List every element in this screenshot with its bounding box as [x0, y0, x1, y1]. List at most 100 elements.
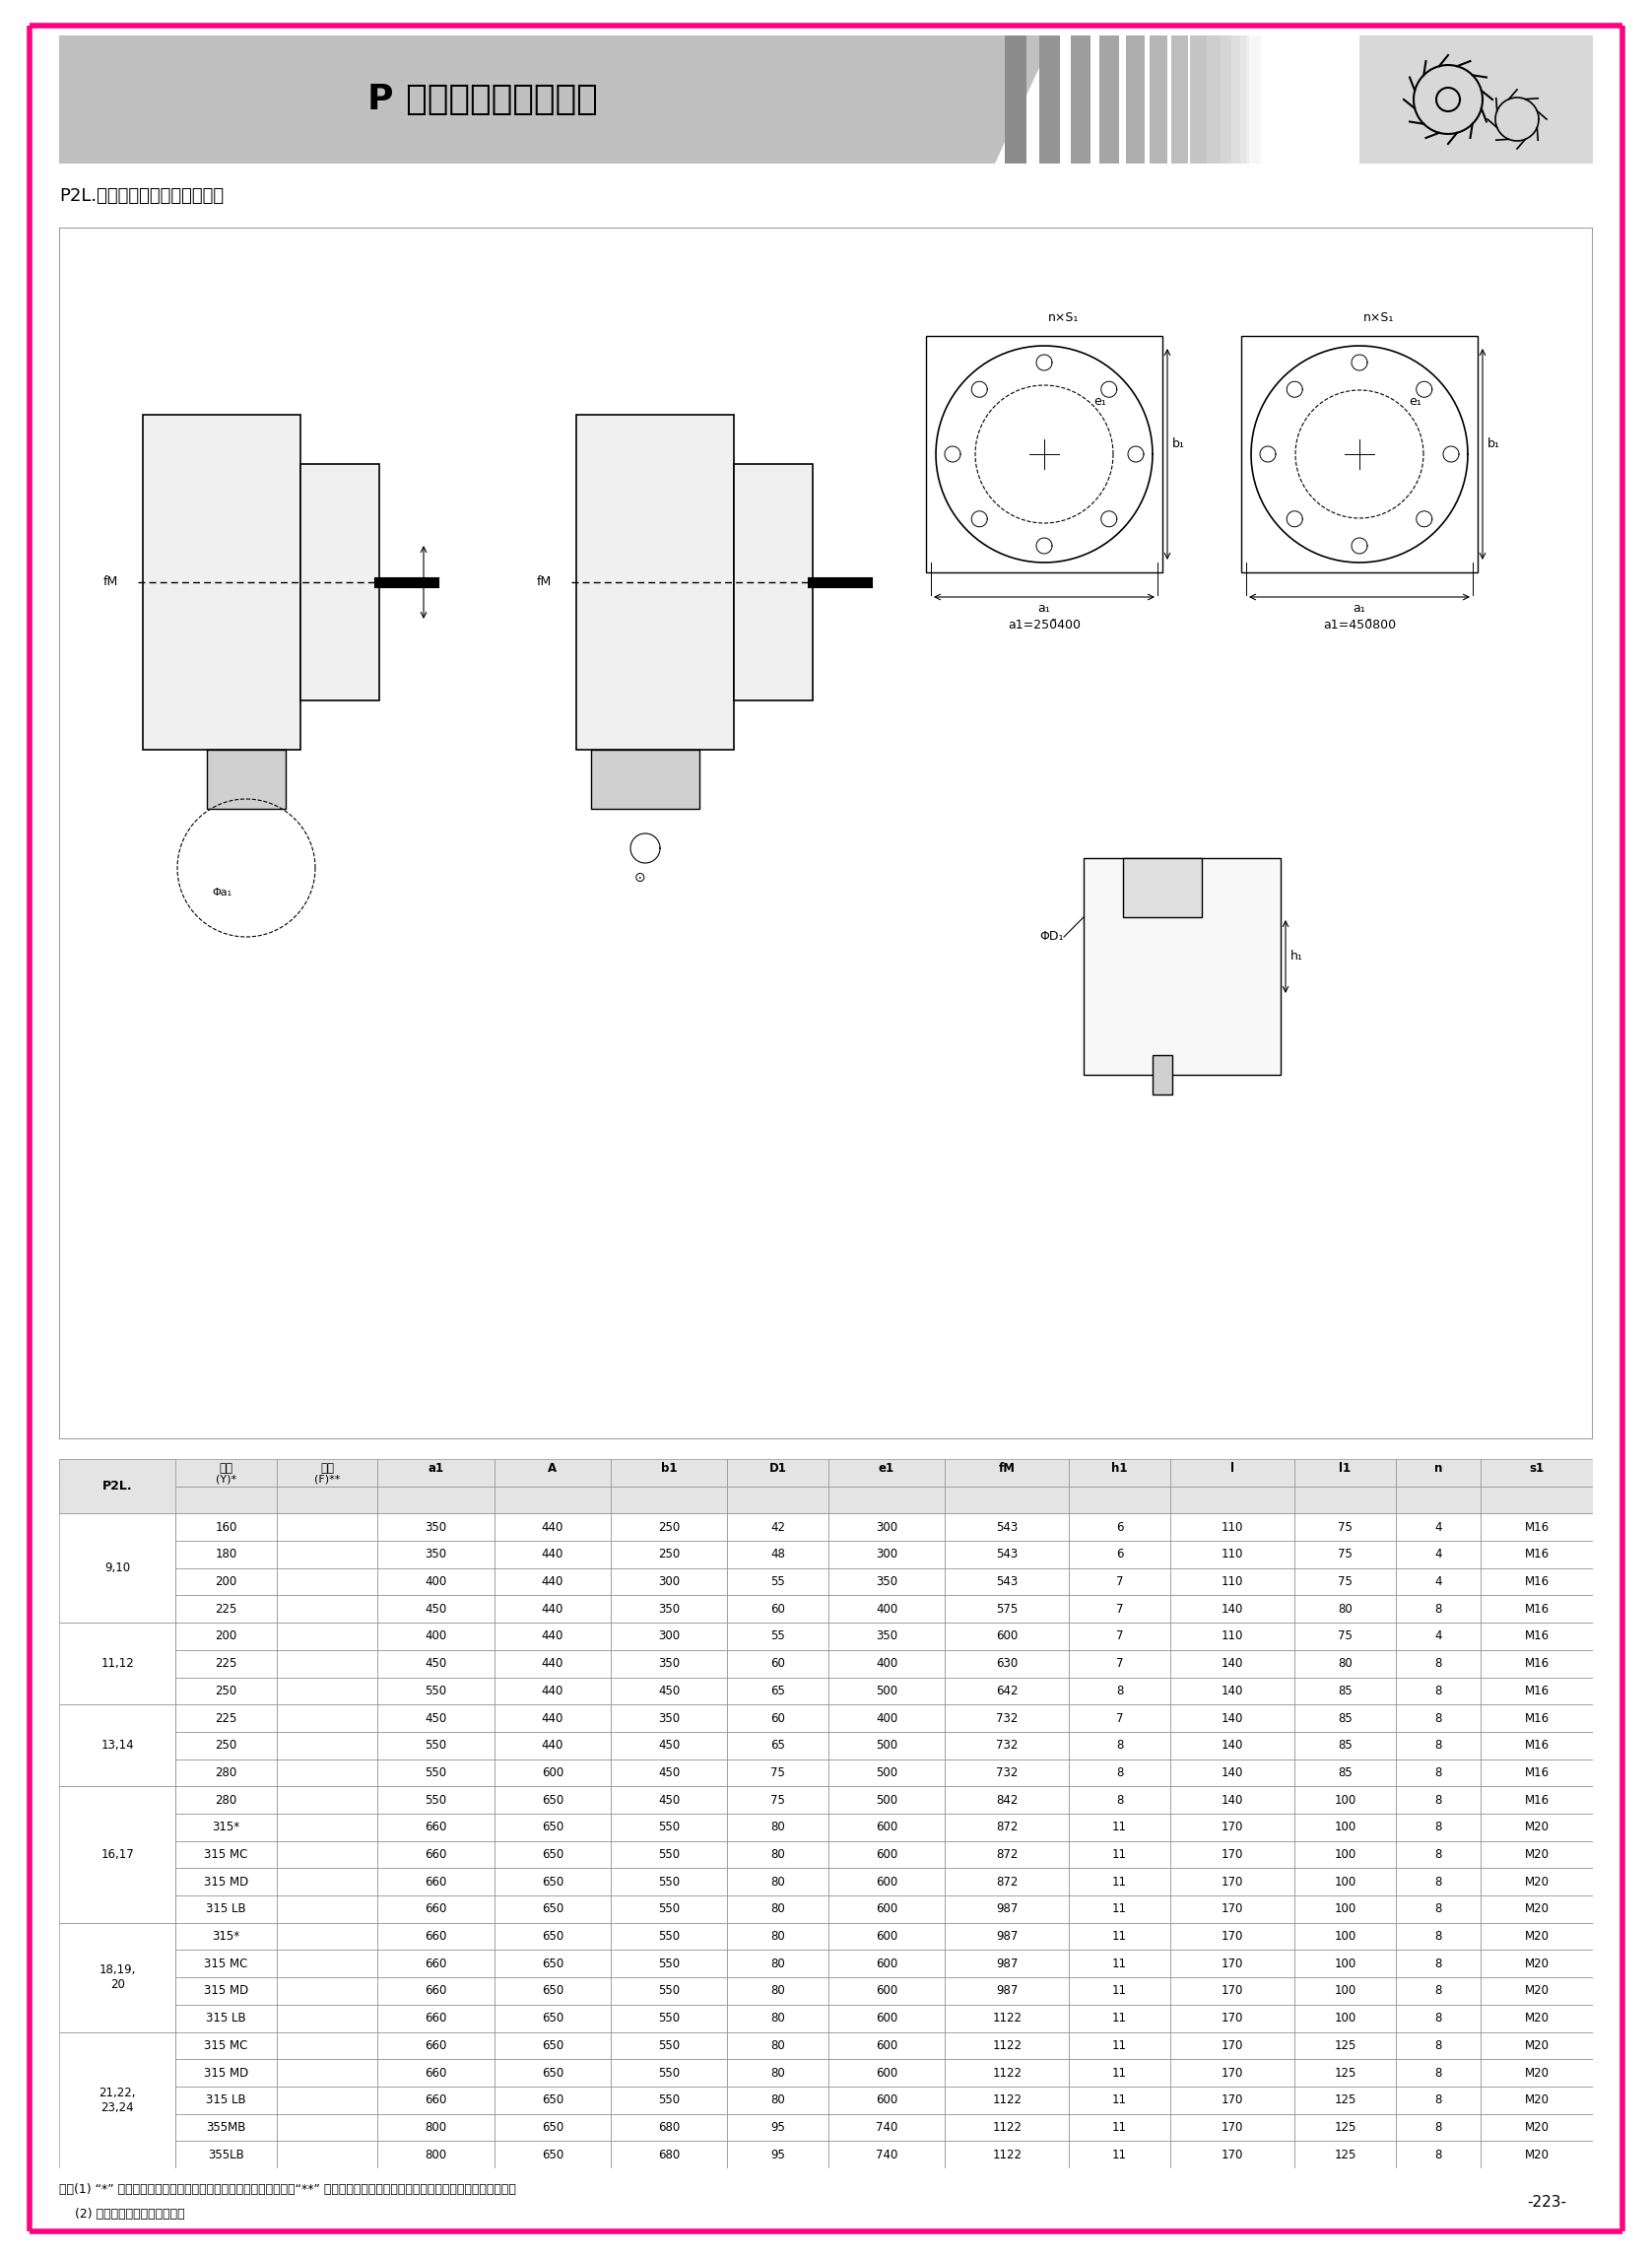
Text: 650: 650 [542, 1794, 563, 1806]
Text: e₁: e₁ [1409, 395, 1421, 409]
Text: b₁: b₁ [1173, 438, 1184, 451]
Bar [1069, 2085, 1170, 2115]
Bar [1191, 36, 1206, 163]
Bar [175, 1458, 276, 1487]
Bar [1480, 2115, 1593, 2142]
Text: 100: 100 [1335, 2011, 1356, 2025]
Bar [1396, 1514, 1480, 1542]
Bar [1170, 1977, 1295, 2004]
Bar [828, 1923, 945, 1950]
Bar [1170, 1623, 1295, 1650]
Text: 100: 100 [1335, 1794, 1356, 1806]
Text: 95: 95 [770, 2122, 785, 2133]
Bar [945, 2058, 1069, 2085]
Text: A: A [548, 1463, 557, 1476]
Bar [59, 1514, 175, 1623]
Bar [945, 1896, 1069, 1923]
Bar [1295, 1569, 1396, 1596]
Bar [1069, 2115, 1170, 2142]
Text: 650: 650 [542, 2011, 563, 2025]
Text: 42: 42 [770, 1521, 785, 1533]
Bar [59, 1458, 175, 1514]
Text: 660: 660 [425, 1930, 448, 1943]
Bar [1123, 858, 1201, 916]
Bar [59, 2115, 175, 2142]
Text: 140: 140 [1221, 1740, 1244, 1751]
Text: 170: 170 [1221, 2011, 1244, 2025]
Bar [276, 1815, 378, 1842]
Text: 300: 300 [876, 1521, 897, 1533]
Bar [1170, 1542, 1295, 1569]
Text: P2L.: P2L. [102, 1481, 132, 1492]
Text: 732: 732 [996, 1711, 1018, 1724]
Bar [1069, 1514, 1170, 1542]
Text: ⊙: ⊙ [634, 871, 646, 885]
Bar [59, 1950, 175, 1977]
Bar [1069, 1596, 1170, 1623]
Bar [1170, 1650, 1295, 1677]
Bar [494, 1869, 611, 1896]
Bar [1170, 1842, 1295, 1869]
Text: fM: fM [537, 576, 552, 589]
Bar [494, 1542, 611, 1569]
Text: 140: 140 [1221, 1794, 1244, 1806]
Text: 660: 660 [425, 1876, 448, 1889]
Bar [1171, 36, 1188, 163]
Bar [59, 1731, 175, 1758]
Text: 987: 987 [996, 1984, 1018, 1997]
Bar [1069, 1458, 1170, 1487]
Text: 650: 650 [542, 1957, 563, 1970]
Bar [611, 1458, 727, 1487]
Text: M16: M16 [1525, 1548, 1550, 1562]
Bar [945, 2031, 1069, 2058]
Bar [1295, 2058, 1396, 2085]
Text: 315 MD: 315 MD [203, 1984, 248, 1997]
Bar [1480, 1977, 1593, 2004]
Text: 100: 100 [1335, 1930, 1356, 1943]
Bar [945, 1514, 1069, 1542]
Bar [175, 1842, 276, 1869]
Bar [727, 2115, 828, 2142]
Bar [828, 1487, 945, 1514]
Bar [1127, 36, 1145, 163]
Text: 440: 440 [542, 1521, 563, 1533]
Bar [577, 415, 733, 749]
Bar [1480, 1596, 1593, 1623]
Bar [1170, 1785, 1295, 1815]
Text: 80: 80 [770, 2094, 785, 2106]
Bar [611, 1977, 727, 2004]
Bar [59, 1458, 175, 1487]
Text: 650: 650 [542, 1848, 563, 1862]
Text: 400: 400 [425, 1630, 448, 1643]
Bar [828, 1487, 945, 1514]
Bar [378, 1487, 494, 1514]
Text: 315 MC: 315 MC [205, 1848, 248, 1862]
Bar [494, 1458, 611, 1487]
Text: 550: 550 [425, 1684, 446, 1697]
Bar [828, 1569, 945, 1596]
Bar [611, 1569, 727, 1596]
Text: 170: 170 [1221, 1903, 1244, 1916]
Bar [611, 1758, 727, 1785]
Bar [828, 1542, 945, 1569]
Text: P 系列行星齒輪減速器: P 系列行星齒輪減速器 [367, 84, 598, 117]
Text: 11: 11 [1112, 1930, 1127, 1943]
Bar [945, 2004, 1069, 2031]
Bar [727, 1569, 828, 1596]
Text: 13,14: 13,14 [101, 1740, 134, 1751]
Text: 4: 4 [1434, 1630, 1442, 1643]
Bar [175, 1923, 276, 1950]
Bar [494, 1487, 611, 1514]
Bar [276, 1542, 378, 1569]
Bar [611, 1785, 727, 1815]
Bar [828, 1596, 945, 1623]
Bar [59, 2031, 175, 2169]
Bar [828, 2085, 945, 2115]
Bar [727, 2031, 828, 2058]
Bar [727, 1731, 828, 1758]
Bar [945, 1650, 1069, 1677]
Bar [945, 1569, 1069, 1596]
Text: M16: M16 [1525, 1630, 1550, 1643]
Bar [175, 2085, 276, 2115]
Text: 75: 75 [770, 1767, 785, 1779]
